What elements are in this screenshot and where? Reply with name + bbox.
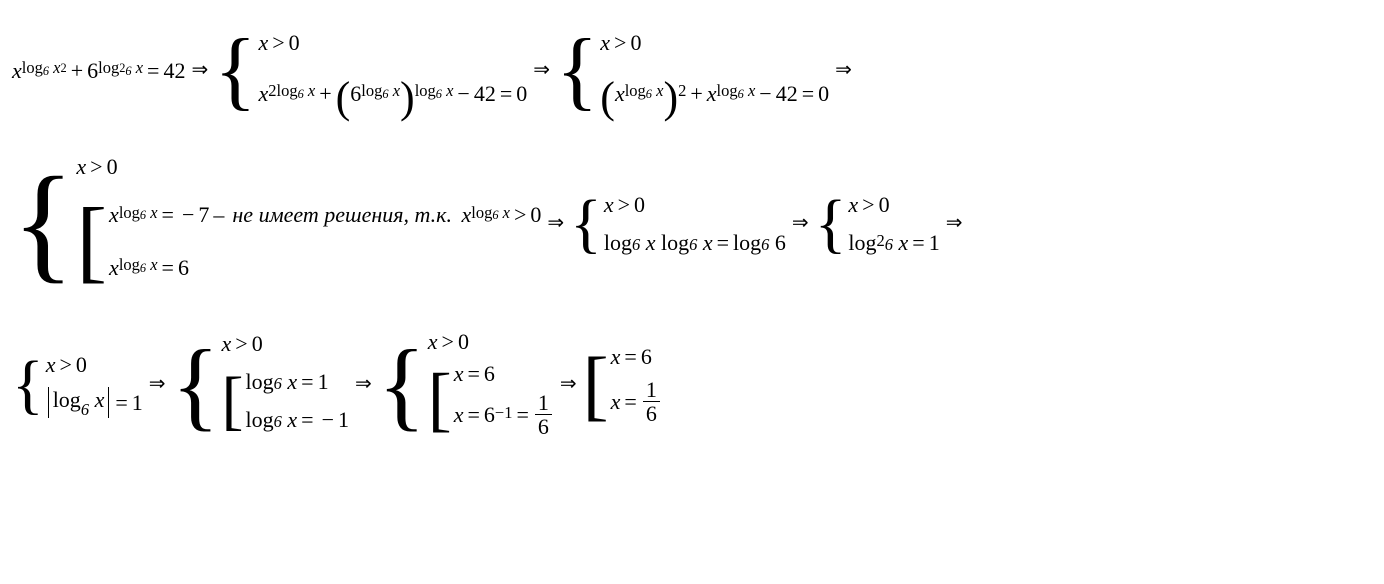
implies-arrow: ⇒ <box>355 373 372 396</box>
alt-bracket: [ x log6 x = −7 – не имеет решения, т.к. <box>76 188 541 294</box>
system-5: { x>0 log26 x =1 <box>815 186 940 262</box>
bracket-icon: [ <box>76 188 107 294</box>
implies-arrow: ⇒ <box>835 59 852 82</box>
implies-arrow: ⇒ <box>547 212 564 235</box>
case-six: x log6 x =6 <box>109 255 541 280</box>
eq: = <box>147 58 159 83</box>
eqn-1: x 2log6 x + ( 6 log6 x ) log6 x −42 =0 <box>258 76 527 111</box>
brace-icon: { <box>214 20 256 121</box>
brace-icon: { <box>815 186 847 262</box>
derivation-line-2: { x>0 [ x log6 x = −7 <box>12 149 1372 299</box>
derivation-line-1: x log6 x2 + 6 log26 x = 42 ⇒ { x>0 x 2lo… <box>12 20 1372 121</box>
fraction-1-6: 1 6 <box>535 392 552 438</box>
system-6: { x>0 log6 x =1 <box>12 347 143 423</box>
alt-bracket-3: [ x=6 x= 6−1 = 1 6 <box>428 358 554 441</box>
plus: + <box>71 58 83 83</box>
answer-2: x= 1 6 <box>611 379 662 425</box>
cond-x-gt-0: x>0 <box>600 30 829 55</box>
case-neg7: x log6 x = −7 – не имеет решения, т.к. x <box>109 202 541 227</box>
brace-icon: { <box>378 327 426 443</box>
cond-x-gt-0: x>0 <box>604 192 786 217</box>
bracket-icon: [ <box>428 358 452 441</box>
brace-icon: { <box>570 186 602 262</box>
implies-arrow: ⇒ <box>560 373 577 396</box>
brace-icon: { <box>12 347 44 423</box>
cond-x-gt-0: x>0 <box>848 192 939 217</box>
exp-log6sq-x: log26 x <box>98 59 143 78</box>
case-log-1: log6 x =1 <box>246 369 349 394</box>
brace-icon: { <box>172 327 220 442</box>
solution-bracket: [ x=6 x= 1 6 <box>583 340 662 430</box>
alt-bracket-2: [ log6 x =1 log6 x =−1 <box>222 363 349 439</box>
answer-1: x=6 <box>611 344 662 369</box>
system-8: { x>0 [ x=6 x= 6−1 = <box>378 327 554 443</box>
no-solution-text: не имеет решения, т.к. <box>232 202 452 227</box>
sol-x-1-6: x= 6−1 = 1 6 <box>454 392 554 438</box>
system-7: { x>0 [ log6 x =1 log6 x =−1 <box>172 327 349 442</box>
cond-x-gt-0: x>0 <box>222 331 349 356</box>
implies-arrow: ⇒ <box>533 59 550 82</box>
eqn-abs-log: log6 x =1 <box>46 387 143 417</box>
eqn-log2x-eq-1: log26 x =1 <box>848 230 939 255</box>
implies-arrow: ⇒ <box>946 212 963 235</box>
implies-arrow: ⇒ <box>792 212 809 235</box>
exp-log6-x2: log6 x2 <box>22 59 67 78</box>
bracket-icon: [ <box>583 340 609 430</box>
case-log-neg1: log6 x =−1 <box>246 407 349 432</box>
system-2: { x>0 ( x log6 x ) 2 + x log6 x −42 =0 <box>556 20 829 121</box>
derivation-line-3: { x>0 log6 x =1 ⇒ { x>0 [ <box>12 327 1372 443</box>
implies-arrow: ⇒ <box>149 373 166 396</box>
term-x: x <box>12 58 22 83</box>
implies-arrow: ⇒ <box>191 59 208 82</box>
eqn-2: ( x log6 x ) 2 + x log6 x −42 =0 <box>600 76 829 111</box>
sol-x-6: x=6 <box>454 361 554 386</box>
system-4: { x>0 log6 x log6 x = log6 6 <box>570 186 786 262</box>
cond-x-gt-0: x>0 <box>428 329 554 354</box>
brace-icon: { <box>12 149 74 299</box>
base-6: 6 <box>87 58 98 83</box>
cond-x-gt-0: x>0 <box>258 30 527 55</box>
cond-x-gt-0: x>0 <box>46 352 143 377</box>
brace-icon: { <box>556 20 598 121</box>
bracket-icon: [ <box>222 363 244 439</box>
fraction-1-6: 1 6 <box>643 379 660 425</box>
system-3: { x>0 [ x log6 x = −7 <box>12 149 541 299</box>
cond-x-gt-0: x>0 <box>76 154 541 179</box>
eqn-loglog: log6 x log6 x = log6 6 <box>604 230 786 255</box>
system-1: { x>0 x 2log6 x + ( 6 log6 x ) log6 x <box>214 20 527 121</box>
fortytwo: 42 <box>163 58 185 83</box>
